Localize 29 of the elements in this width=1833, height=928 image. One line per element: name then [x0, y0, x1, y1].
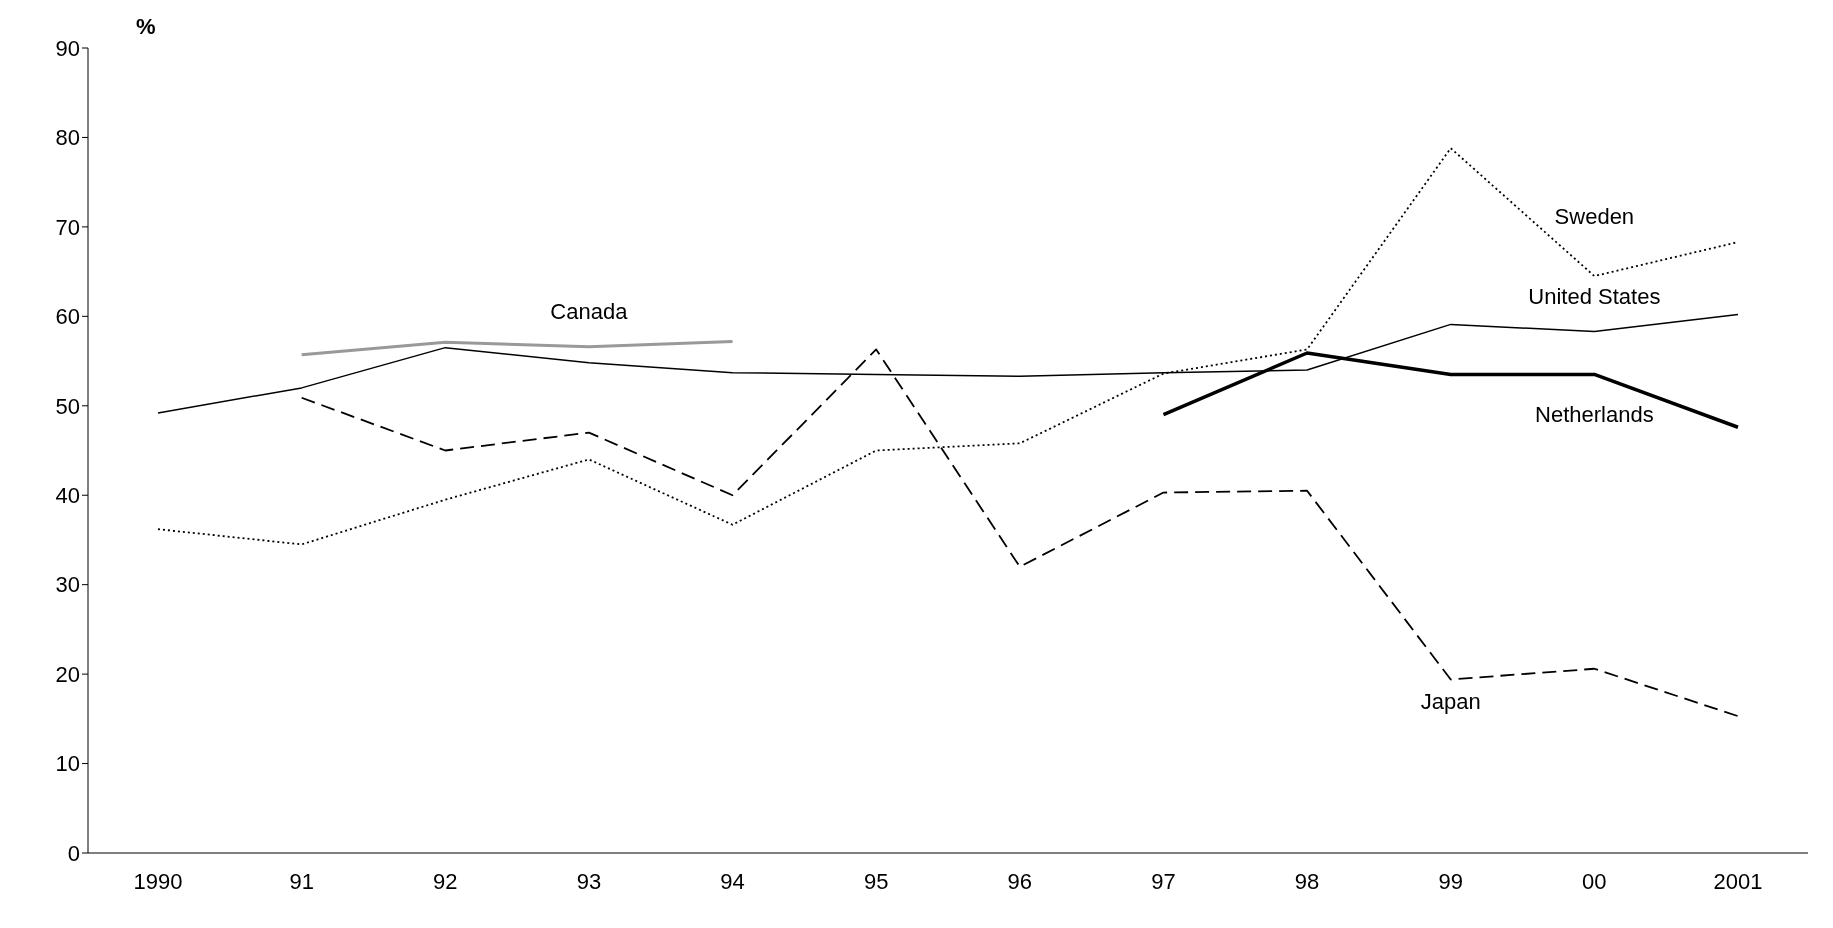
- x-tick-label: 97: [1151, 868, 1176, 894]
- x-tick-label: 95: [863, 868, 889, 894]
- y-tick-label: 60: [55, 304, 80, 330]
- line-series: [300, 339, 735, 357]
- y-tick-label: 90: [55, 35, 80, 61]
- y-tick-label: 20: [55, 661, 80, 687]
- x-tick-label: 00: [1582, 868, 1607, 894]
- y-tick-label: 80: [55, 125, 80, 151]
- y-tick-label: 70: [55, 214, 80, 240]
- series-label: Sweden: [1554, 204, 1635, 230]
- y-tick-label: 40: [55, 483, 80, 509]
- x-tick-label: 96: [1007, 868, 1033, 894]
- x-tick-label: 92: [433, 868, 458, 894]
- y-tick-label: 30: [55, 572, 80, 598]
- x-tick-label: 2001: [1713, 868, 1763, 894]
- x-tick-label: 94: [720, 868, 745, 894]
- y-tick-label: 50: [55, 393, 80, 419]
- y-tick-label: 10: [55, 751, 80, 777]
- x-tick-label: 91: [289, 868, 314, 894]
- series-label: United States: [1528, 283, 1661, 309]
- y-axis-title: %: [136, 14, 156, 40]
- x-tick-label: 99: [1438, 868, 1463, 894]
- x-tick-label: 93: [576, 868, 602, 894]
- series-label: Japan: [1420, 689, 1481, 715]
- series-label: Canada: [550, 298, 629, 324]
- series-label: Netherlands: [1535, 402, 1654, 428]
- x-tick-label: 1990: [133, 868, 183, 894]
- x-tick-label: 98: [1294, 868, 1320, 894]
- y-tick-label: 0: [67, 840, 80, 866]
